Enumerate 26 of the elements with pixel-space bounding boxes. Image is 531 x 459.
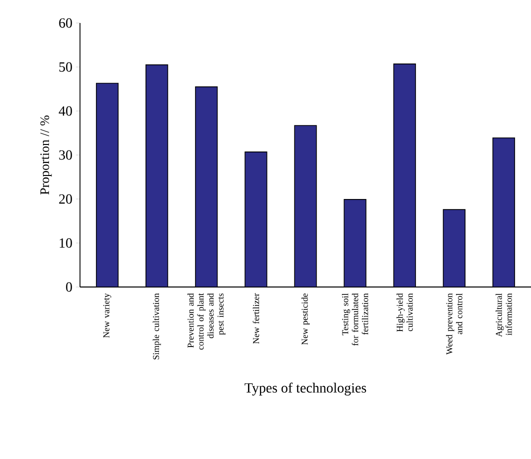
y-tick-label: 10 — [60, 238, 72, 248]
y-axis-title: Proportion // % — [40, 116, 52, 195]
x-tick-label: New variety — [103, 293, 112, 338]
y-tick-label: 0 — [66, 282, 72, 292]
x-axis-title: Types of technologies — [244, 382, 366, 396]
x-tick-label: Weed prevention and control — [446, 293, 462, 355]
y-tick-label: 50 — [59, 62, 72, 72]
y-tick-label: 60 — [59, 18, 72, 28]
x-tick-label: Prevention and control of plant diseases and pest insects — [187, 293, 226, 350]
y-tick-label: 30 — [59, 150, 72, 160]
y-tick-label: 40 — [58, 106, 72, 116]
bar — [442, 209, 466, 287]
x-tick-label: New pesticide — [301, 293, 310, 345]
x-tick-label: Simple cultivation — [152, 293, 161, 360]
bar — [96, 82, 119, 287]
bar — [344, 199, 366, 287]
bar — [393, 64, 416, 287]
bar — [195, 86, 218, 287]
bar — [294, 125, 317, 287]
bar — [492, 137, 516, 287]
x-tick-label: Agricultural information — [496, 293, 512, 337]
y-tick-label: 20 — [59, 194, 72, 204]
bar — [244, 152, 268, 287]
x-tick-label: Testing soil for formulated fertilization — [342, 293, 368, 346]
bar — [146, 64, 168, 287]
x-tick-label: New fertilizer — [252, 293, 260, 344]
